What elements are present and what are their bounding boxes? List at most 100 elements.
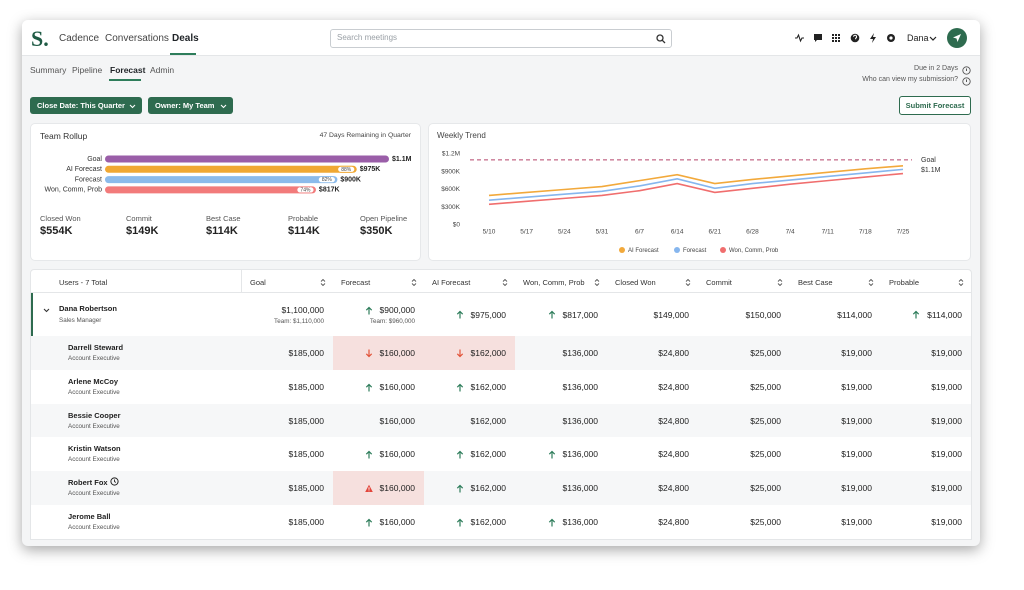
chevron — [929, 36, 937, 41]
column-header[interactable]: Goal — [250, 278, 266, 287]
user-name[interactable]: Darrell Steward — [68, 343, 124, 352]
help-icon — [962, 77, 971, 86]
cell: $24,800 — [607, 336, 689, 370]
who-text[interactable]: Who can view my submission? — [862, 76, 958, 83]
sub-tab[interactable]: Pipeline — [72, 65, 103, 75]
alert-cell — [424, 336, 515, 370]
cell: $975,000 — [424, 293, 506, 336]
cell-value: $136,000 — [562, 449, 598, 459]
bar-label: AI Forecast — [66, 166, 102, 173]
cell: $136,000 — [515, 505, 598, 539]
avatar[interactable] — [947, 28, 967, 48]
due-text: Due in 2 Days — [914, 65, 958, 72]
stat-label: Closed Won — [40, 214, 81, 223]
column-header[interactable]: Closed Won — [615, 278, 656, 287]
tab-underline — [109, 79, 141, 81]
cell-value: $136,000 — [562, 348, 598, 358]
legend-dot — [674, 247, 680, 253]
table-row: Dana Robertson Sales Manager $1,100,000 Tea… — [31, 293, 971, 337]
trend-line — [488, 168, 904, 201]
user-name[interactable]: Kristin Watson — [68, 444, 121, 453]
user-name[interactable]: Dana Robertson — [59, 304, 117, 313]
cell-value: $136,000 — [562, 517, 598, 527]
y-tick-label: $1.2M — [442, 151, 460, 158]
x-tick-label: 6/14 — [671, 229, 684, 236]
search-placeholder: Search meetings — [337, 33, 398, 42]
percent-pill — [337, 165, 356, 173]
cell-value: $19,000 — [841, 382, 872, 392]
trend-arrow — [365, 450, 372, 458]
stat-label: Open Pipeline — [360, 214, 408, 223]
nav-link[interactable]: Conversations — [105, 33, 169, 44]
cell: $19,000 — [790, 505, 872, 539]
forecast-table: Users - 7 Total Goal Forecast AI Forecast Wo… — [30, 269, 972, 540]
cell-value: $25,000 — [750, 517, 781, 527]
bar-value: $817K — [319, 187, 340, 194]
cell: $162,000 — [424, 505, 506, 539]
cell: $160,000 — [333, 471, 415, 505]
chart-title: Weekly Trend — [437, 131, 486, 140]
cell: $19,000 — [881, 471, 962, 505]
nav-link[interactable]: Cadence — [59, 33, 100, 44]
cell: $19,000 — [790, 437, 872, 471]
cell-value: $25,000 — [750, 483, 781, 493]
x-tick-label: 7/4 — [786, 229, 795, 236]
legend-dot — [720, 247, 726, 253]
percent-label: 74% — [300, 188, 311, 194]
user-role: Account Executive — [68, 490, 120, 497]
warning-icon — [364, 484, 373, 492]
trend-arrow — [548, 310, 555, 319]
stat-value: $554K — [40, 225, 73, 237]
sub-tab[interactable]: Forecast — [110, 65, 146, 75]
sort-icon — [502, 278, 508, 287]
user-role: Account Executive — [68, 355, 120, 362]
column-header[interactable]: Probable — [889, 278, 920, 287]
column-header[interactable]: Won, Comm, Prob — [523, 278, 585, 287]
y-tick-label: $600K — [441, 186, 460, 193]
x-tick-label: 5/31 — [596, 229, 609, 236]
user-name[interactable]: Bessie Cooper — [68, 411, 121, 420]
x-tick-label: 7/11 — [822, 229, 835, 236]
cell: $25,000 — [698, 505, 781, 539]
cell-value: $160,000 — [379, 483, 415, 493]
cell: $149,000 — [607, 293, 689, 336]
search-icon — [656, 34, 666, 44]
column-header[interactable]: Best Case — [798, 278, 833, 287]
cell-value: $185,000 — [288, 382, 324, 392]
selected-marker — [31, 293, 33, 336]
search-box[interactable]: Search meetings — [330, 29, 672, 48]
x-tick-label: 5/24 — [558, 229, 571, 236]
sort-icon — [777, 278, 783, 287]
column-header[interactable]: Commit — [706, 278, 732, 287]
submit-button[interactable]: Submit Forecast — [899, 96, 971, 115]
cell: $900,000 — [333, 304, 415, 316]
column-header[interactable]: Forecast — [341, 278, 371, 287]
stat-label: Probable — [288, 214, 319, 223]
sub-tab[interactable]: Admin — [150, 65, 175, 75]
alert-cell — [333, 471, 424, 505]
user-name[interactable]: Arlene McCoy — [68, 377, 119, 386]
cell-value: $185,000 — [288, 517, 324, 527]
cell-value: $24,800 — [658, 348, 689, 358]
trend-arrow — [456, 310, 463, 319]
filter-button[interactable]: Close Date: This Quarter — [30, 97, 142, 114]
cell-value: $160,000 — [379, 415, 415, 426]
bar-value: $1.1M — [392, 156, 412, 163]
user-name[interactable]: Jerome Ball — [68, 512, 111, 521]
logo: S. — [31, 26, 49, 51]
cell: $24,800 — [607, 404, 689, 437]
cell: $136,000 — [515, 471, 598, 505]
filter-button[interactable]: Owner: My Team — [148, 97, 233, 114]
trend-arrow — [456, 383, 463, 391]
user-name[interactable]: Robert Fox — [68, 478, 108, 487]
sub-tab[interactable]: Summary — [30, 65, 67, 75]
cell: $19,000 — [790, 336, 872, 370]
cell: $185,000 — [242, 471, 324, 505]
cell-value: $160,000 — [379, 449, 415, 459]
table-row: Bessie Cooper Account Executive $185,000 $1… — [31, 404, 971, 438]
cell: $136,000 — [515, 404, 598, 437]
nav-link[interactable]: Deals — [172, 33, 199, 44]
cell-value: $19,000 — [841, 348, 872, 358]
column-header[interactable]: AI Forecast — [432, 278, 471, 287]
user-menu[interactable]: Dana — [907, 33, 929, 43]
